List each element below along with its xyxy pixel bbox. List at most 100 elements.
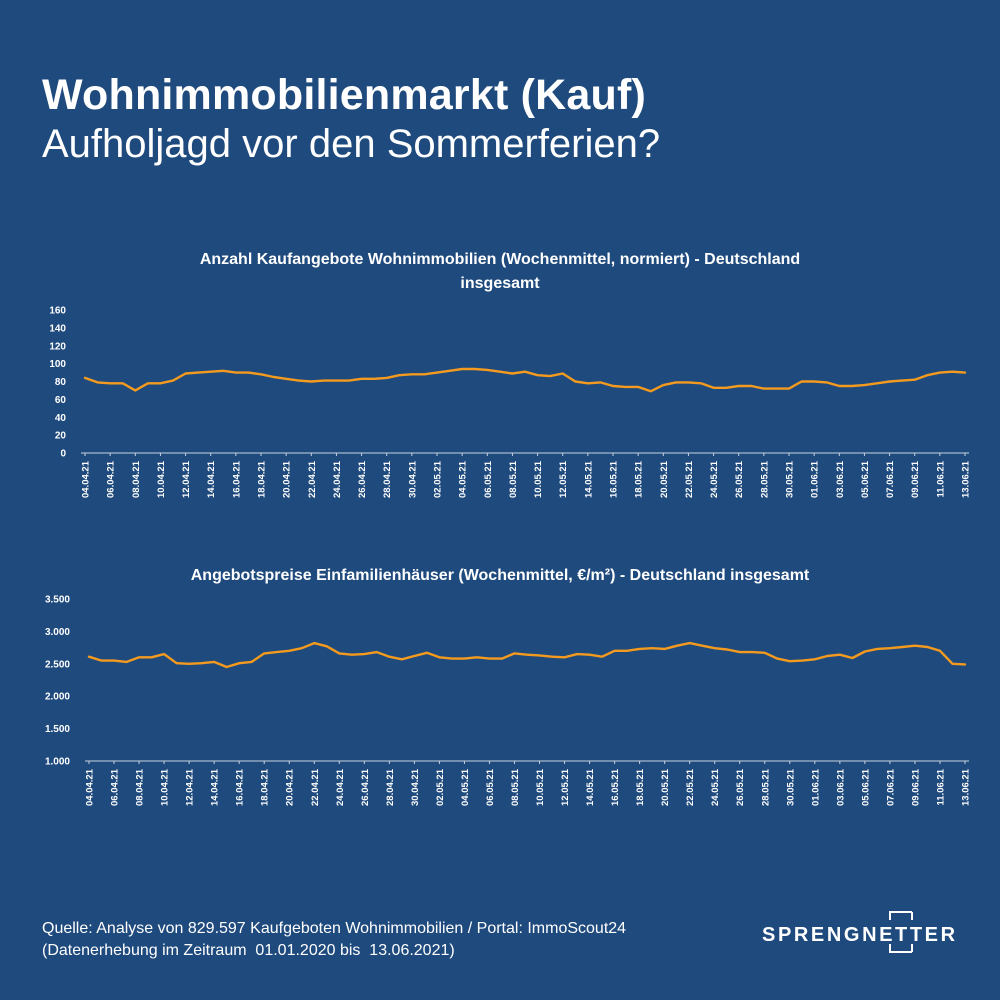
chart2-xtick-label: 22.05.21 bbox=[685, 768, 696, 806]
chart2-xtick-label: 24.04.21 bbox=[335, 768, 346, 806]
logo-text: SPRENGNETTER bbox=[762, 924, 958, 946]
chart2-xtick-label: 28.05.21 bbox=[760, 768, 771, 806]
chart1-xtick-label: 30.05.21 bbox=[785, 460, 796, 498]
chart2-xtick-label: 18.04.21 bbox=[260, 768, 271, 806]
chart1-xtick-label: 06.05.21 bbox=[483, 460, 494, 498]
chart1-xtick-label: 22.04.21 bbox=[307, 460, 318, 498]
source-line-1: Quelle: Analyse von 829.597 Kaufgeboten … bbox=[42, 920, 627, 937]
chart2-xtick-label: 26.04.21 bbox=[360, 768, 371, 806]
chart1-xtick-label: 13.06.21 bbox=[961, 460, 972, 498]
chart1-xtick-label: 16.05.21 bbox=[609, 460, 620, 498]
chart1-ytick-label: 80 bbox=[55, 377, 67, 388]
chart1-ytick-label: 100 bbox=[49, 359, 66, 370]
source-note: Quelle: Analyse von 829.597 Kaufgeboten … bbox=[42, 918, 626, 962]
chart2-xtick-label: 02.05.21 bbox=[435, 768, 446, 806]
chart1-xtick-label: 18.05.21 bbox=[634, 460, 645, 498]
chart1-xtick-label: 03.06.21 bbox=[835, 460, 846, 498]
chart2-xtick-label: 12.04.21 bbox=[185, 768, 196, 806]
house-price-chart: 1.000 1.500 2.000 2.500 3.000 3.500 04.04.21 06… bbox=[45, 595, 972, 806]
chart1-ytick-label: 0 bbox=[60, 449, 66, 460]
chart1-ytick-label: 160 bbox=[49, 306, 66, 317]
chart2-xtick-label: 06.05.21 bbox=[485, 768, 496, 806]
chart2-ytick-label: 2.500 bbox=[45, 659, 70, 670]
chart2-xtick-label: 11.06.21 bbox=[935, 768, 946, 805]
chart1-xtick-label: 12.04.21 bbox=[181, 460, 192, 498]
chart2-xtick-label: 08.04.21 bbox=[135, 768, 146, 806]
chart1-xtick-label: 01.06.21 bbox=[810, 460, 821, 498]
chart2-xtick-label: 30.05.21 bbox=[785, 768, 796, 806]
chart2-xtick-label: 16.05.21 bbox=[610, 768, 621, 806]
chart1-xtick-label: 02.05.21 bbox=[433, 460, 444, 498]
chart2-xtick-label: 20.05.21 bbox=[660, 768, 671, 806]
chart1-xtick-label: 20.04.21 bbox=[282, 460, 293, 498]
chart2-xtick-label: 14.04.21 bbox=[210, 768, 221, 806]
headline: Wohnimmobilienmarkt (Kauf) bbox=[42, 71, 647, 119]
chart1-ytick-label: 40 bbox=[55, 413, 67, 424]
chart2-xtick-label: 04.05.21 bbox=[460, 768, 471, 806]
chart1-title: Anzahl Kaufangebote Wohnimmobilien (Woch… bbox=[0, 248, 1000, 296]
chart1-xtick-label: 05.06.21 bbox=[860, 460, 871, 498]
chart2-ytick-label: 3.000 bbox=[45, 627, 70, 638]
chart1-ytick-label: 20 bbox=[55, 431, 67, 442]
chart1-xtick-label: 28.04.21 bbox=[382, 460, 393, 498]
sprengnetter-logo: SPRENGNETTER bbox=[762, 910, 955, 954]
chart1-title-line2: insgesamt bbox=[460, 275, 540, 292]
chart1-ytick-label: 140 bbox=[49, 323, 66, 334]
chart1-title-line1: Anzahl Kaufangebote Wohnimmobilien (Woch… bbox=[199, 251, 801, 268]
chart2-xtick-label: 26.05.21 bbox=[735, 768, 746, 806]
subheadline: Aufholjagd vor den Sommerferien? bbox=[42, 122, 661, 166]
chart1-xtick-label: 10.04.21 bbox=[156, 460, 167, 498]
chart2-xtick-label: 18.05.21 bbox=[635, 768, 646, 806]
chart2-xtick-label: 05.06.21 bbox=[860, 768, 871, 806]
chart1-xtick-label: 30.04.21 bbox=[407, 460, 418, 498]
chart2-xtick-label: 24.05.21 bbox=[710, 768, 721, 806]
chart2-series-line bbox=[87, 641, 967, 669]
chart1-ytick-label: 120 bbox=[49, 341, 66, 352]
chart2-xtick-label: 16.04.21 bbox=[235, 768, 246, 806]
chart1-series-line bbox=[83, 367, 967, 393]
chart2-xtick-label: 30.04.21 bbox=[410, 768, 421, 806]
chart1-xtick-label: 07.06.21 bbox=[885, 460, 896, 498]
listings-count-chart: 0 20 40 60 80 100 120 140 160 04.04.21 06.04.21 08.… bbox=[49, 306, 972, 498]
chart1-xtick-label: 20.05.21 bbox=[659, 460, 670, 498]
chart2-ytick-label: 3.500 bbox=[45, 595, 70, 606]
chart1-xtick-label: 11.06.21 bbox=[935, 460, 946, 497]
chart2-xtick-label: 12.05.21 bbox=[560, 768, 571, 806]
chart2-xtick-label: 10.04.21 bbox=[160, 768, 171, 806]
chart1-xtick-label: 28.05.21 bbox=[759, 460, 770, 498]
chart1-xtick-label: 24.05.21 bbox=[709, 460, 720, 498]
source-line-2: (Datenerhebung im Zeitraum 01.01.2020 bi… bbox=[42, 942, 455, 959]
chart2-xtick-label: 01.06.21 bbox=[810, 768, 821, 806]
chart1-xtick-label: 04.04.21 bbox=[81, 460, 92, 498]
chart2-xtick-label: 22.04.21 bbox=[310, 768, 321, 806]
chart2-xtick-label: 06.04.21 bbox=[110, 768, 121, 806]
chart1-xtick-label: 10.05.21 bbox=[533, 460, 544, 498]
chart2-xtick-label: 10.05.21 bbox=[535, 768, 546, 806]
chart1-ytick-label: 60 bbox=[55, 395, 67, 406]
chart1-xtick-label: 08.04.21 bbox=[131, 460, 142, 498]
chart1-xtick-label: 12.05.21 bbox=[558, 460, 569, 498]
chart2-xtick-label: 07.06.21 bbox=[885, 768, 896, 806]
chart2-xtick-label: 09.06.21 bbox=[910, 768, 921, 806]
chart2-xtick-label: 08.05.21 bbox=[510, 768, 521, 806]
chart1-xtick-label: 14.04.21 bbox=[206, 460, 217, 498]
chart1-xtick-label: 06.04.21 bbox=[106, 460, 117, 498]
chart2-ytick-label: 1.500 bbox=[45, 724, 70, 735]
chart1-xtick-label: 18.04.21 bbox=[257, 460, 268, 498]
chart1-xtick-label: 24.04.21 bbox=[332, 460, 343, 498]
chart1-xtick-label: 14.05.21 bbox=[583, 460, 594, 498]
chart2-xtick-label: 13.06.21 bbox=[961, 768, 972, 806]
chart2-ytick-label: 2.000 bbox=[45, 692, 70, 703]
chart2-xtick-label: 14.05.21 bbox=[585, 768, 596, 806]
chart2-ytick-label: 1.000 bbox=[45, 757, 70, 768]
chart1-xtick-label: 26.05.21 bbox=[734, 460, 745, 498]
chart1-xtick-label: 04.05.21 bbox=[458, 460, 469, 498]
chart2-title: Angebotspreise Einfamilienhäuser (Wochen… bbox=[190, 567, 810, 584]
chart1-xtick-label: 09.06.21 bbox=[910, 460, 921, 498]
chart2-xtick-label: 03.06.21 bbox=[835, 768, 846, 806]
chart1-xtick-label: 08.05.21 bbox=[508, 460, 519, 498]
logo-bracket-icon bbox=[889, 911, 913, 953]
chart2-xtick-label: 28.04.21 bbox=[385, 768, 396, 806]
chart1-xtick-label: 26.04.21 bbox=[357, 460, 368, 498]
chart1-xtick-label: 16.04.21 bbox=[231, 460, 242, 498]
